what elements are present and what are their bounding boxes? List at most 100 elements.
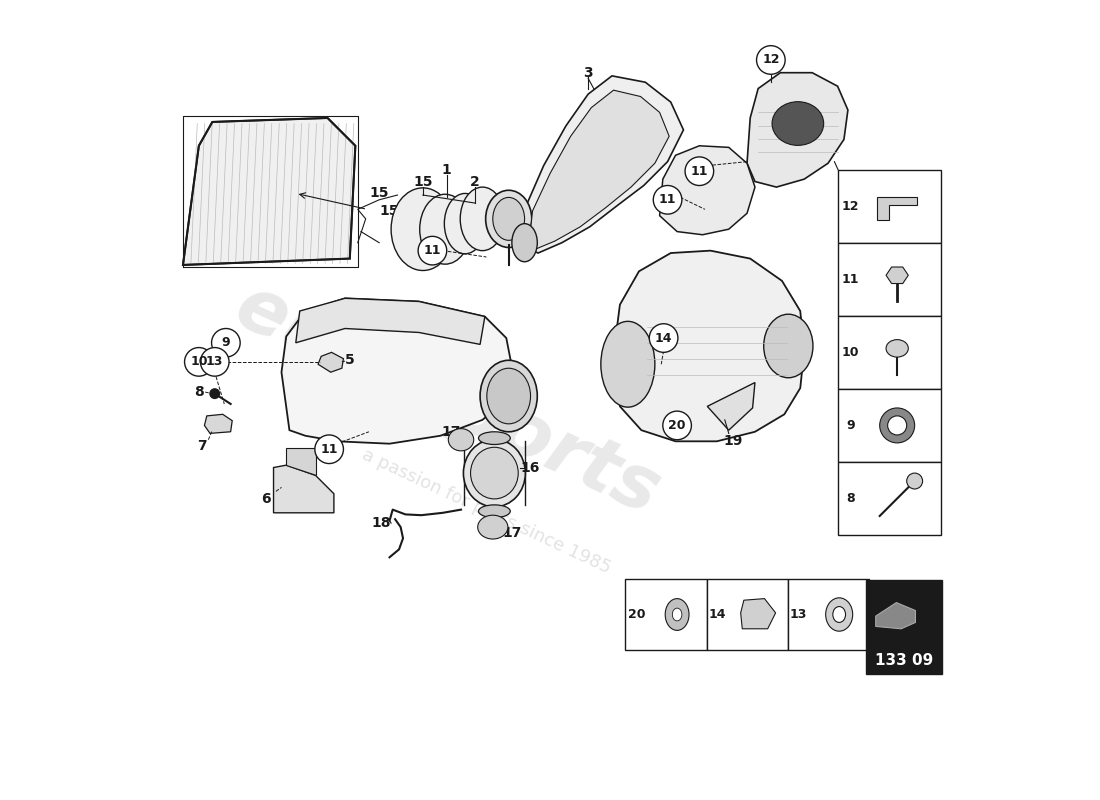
Polygon shape [614,250,804,442]
FancyBboxPatch shape [788,578,869,650]
Text: 13: 13 [206,355,223,368]
Text: 3: 3 [583,66,593,80]
Polygon shape [740,598,776,629]
Polygon shape [318,352,343,372]
Circle shape [418,236,447,265]
Text: 11: 11 [842,273,859,286]
Ellipse shape [493,198,525,240]
Ellipse shape [480,360,537,432]
Polygon shape [747,73,848,187]
Text: 14: 14 [708,608,726,621]
FancyBboxPatch shape [706,578,788,650]
FancyBboxPatch shape [837,316,940,389]
Text: 17: 17 [441,425,461,438]
Circle shape [210,389,220,398]
Text: eurosports: eurosports [223,270,671,530]
Ellipse shape [601,322,654,407]
Text: 133 09: 133 09 [876,653,934,668]
Polygon shape [876,602,915,629]
FancyBboxPatch shape [837,170,940,242]
Text: 11: 11 [424,244,441,257]
Ellipse shape [477,515,508,539]
Text: 18: 18 [372,516,392,530]
Circle shape [906,473,923,489]
Ellipse shape [444,194,486,254]
FancyBboxPatch shape [837,242,940,316]
Text: 17: 17 [503,526,521,541]
Ellipse shape [666,598,689,630]
Polygon shape [286,448,316,475]
FancyBboxPatch shape [866,580,943,674]
Polygon shape [183,118,355,265]
Text: 20: 20 [669,419,686,432]
Text: 2: 2 [470,174,480,189]
Polygon shape [274,465,334,513]
Ellipse shape [880,408,915,443]
Text: 8: 8 [846,492,855,505]
Text: 15: 15 [379,204,398,218]
Text: 11: 11 [659,194,676,206]
FancyBboxPatch shape [837,462,940,535]
Circle shape [185,347,213,376]
Polygon shape [282,298,512,444]
Text: 10: 10 [190,355,208,368]
Ellipse shape [463,439,526,507]
Polygon shape [660,146,755,234]
Polygon shape [529,90,669,249]
Text: 11: 11 [320,442,338,456]
Text: 12: 12 [762,54,780,66]
Circle shape [663,411,692,440]
Ellipse shape [420,194,471,264]
Ellipse shape [486,190,531,247]
Circle shape [200,347,229,376]
Text: 10: 10 [842,346,859,359]
Text: 15: 15 [414,174,432,189]
Text: 8: 8 [194,385,204,399]
Circle shape [685,157,714,186]
Ellipse shape [772,102,824,146]
Ellipse shape [460,187,505,250]
Ellipse shape [478,505,510,518]
Text: 14: 14 [654,331,672,345]
Ellipse shape [487,368,530,424]
Ellipse shape [826,598,852,631]
Text: 12: 12 [761,53,781,67]
Text: 13: 13 [790,608,807,621]
Text: 12: 12 [842,200,859,213]
Text: 6: 6 [261,492,271,506]
Text: 1: 1 [442,162,452,177]
Polygon shape [878,197,917,221]
Text: 4: 4 [846,178,855,193]
Polygon shape [887,267,909,283]
Ellipse shape [449,429,474,451]
Ellipse shape [478,432,510,445]
Polygon shape [707,382,755,430]
Text: 4: 4 [846,178,855,193]
Ellipse shape [471,447,518,499]
Circle shape [315,435,343,463]
Ellipse shape [392,188,454,270]
Text: 20: 20 [628,608,646,621]
Text: 9: 9 [221,336,230,350]
Ellipse shape [512,224,537,262]
FancyBboxPatch shape [626,578,706,650]
Text: 11: 11 [691,165,708,178]
Ellipse shape [833,606,846,622]
Ellipse shape [887,340,909,357]
Polygon shape [205,414,232,434]
Text: 15: 15 [370,186,389,201]
Text: a passion for parts since 1985: a passion for parts since 1985 [359,446,614,577]
Circle shape [649,324,678,352]
Circle shape [653,186,682,214]
Ellipse shape [888,416,906,435]
Polygon shape [520,76,683,253]
Text: 19: 19 [723,434,743,448]
Polygon shape [296,298,485,344]
FancyBboxPatch shape [837,389,940,462]
Ellipse shape [672,608,682,621]
Circle shape [211,329,240,357]
Text: 5: 5 [345,354,354,367]
Ellipse shape [763,314,813,378]
Text: 16: 16 [520,461,540,474]
Text: 7: 7 [197,439,207,453]
